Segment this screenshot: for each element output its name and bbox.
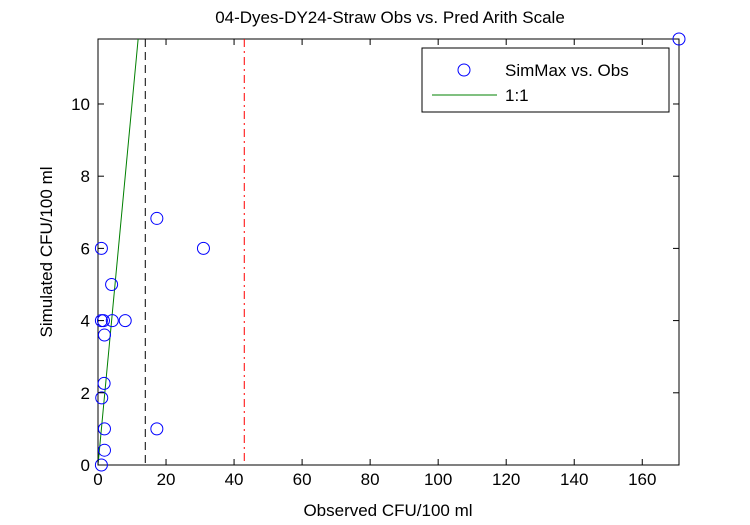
x-tick-label: 120 [492, 470, 520, 489]
data-point [150, 422, 164, 436]
y-tick-label: 10 [71, 95, 90, 114]
data-point [105, 314, 119, 328]
data-point [672, 32, 686, 46]
x-tick-label: 60 [293, 470, 312, 489]
x-tick-label: 140 [560, 470, 588, 489]
x-tick-label: 160 [628, 470, 656, 489]
data-point [97, 443, 111, 457]
data-point [94, 241, 108, 255]
one-to-one-line [97, 38, 139, 466]
data-point [97, 376, 111, 390]
y-tick-label: 0 [81, 456, 90, 475]
chart-title: 04-Dyes-DY24-Straw Obs vs. Pred Arith Sc… [215, 8, 565, 27]
x-tick-label: 20 [157, 470, 176, 489]
data-point [97, 422, 111, 436]
x-tick-label: 0 [93, 470, 102, 489]
data-point [94, 458, 108, 472]
x-tick-label: 40 [225, 470, 244, 489]
legend-label-1to1: 1:1 [505, 86, 529, 105]
legend: SimMax vs. Obs 1:1 [421, 47, 670, 113]
data-point [150, 211, 164, 225]
y-tick-label: 2 [81, 384, 90, 403]
x-tick-label: 100 [424, 470, 452, 489]
data-point [118, 314, 132, 328]
data-point [97, 328, 111, 342]
x-axis-label: Observed CFU/100 ml [303, 501, 472, 520]
data-point [105, 277, 119, 291]
legend-circle-marker [457, 63, 471, 77]
y-tick-label: 4 [81, 312, 90, 331]
x-tick-label: 80 [361, 470, 380, 489]
data-point [96, 314, 110, 328]
y-tick-label: 6 [81, 239, 90, 258]
data-point [95, 391, 109, 405]
legend-label-simmax: SimMax vs. Obs [505, 61, 629, 80]
data-point [196, 241, 210, 255]
y-tick-label: 8 [81, 167, 90, 186]
y-axis-label: Simulated CFU/100 ml [37, 166, 56, 337]
